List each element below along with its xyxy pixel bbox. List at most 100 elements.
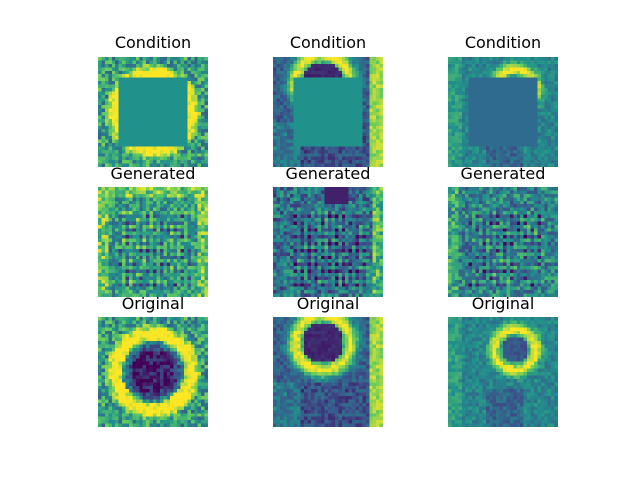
pixel — [286, 262, 291, 267]
pixel — [516, 74, 521, 78]
pixel — [159, 279, 164, 284]
pixel — [159, 156, 164, 161]
pixel — [465, 91, 469, 95]
pixel — [506, 70, 510, 75]
pixel — [197, 74, 202, 78]
pixel — [328, 156, 332, 161]
pixel — [115, 142, 119, 147]
pixel — [300, 217, 305, 222]
pixel — [527, 149, 531, 154]
pixel — [283, 163, 287, 167]
pixel — [303, 276, 308, 280]
pixel — [194, 217, 198, 222]
pixel — [149, 156, 154, 161]
pixel — [279, 248, 284, 253]
pixel — [379, 149, 383, 154]
pixel — [527, 63, 531, 68]
pixel — [173, 67, 178, 71]
pixel — [321, 221, 325, 225]
pixel — [475, 156, 480, 161]
pixel — [122, 262, 126, 267]
pixel — [128, 187, 133, 191]
pixel — [372, 94, 377, 99]
pixel — [273, 125, 277, 130]
pixel — [194, 279, 198, 284]
pixel — [451, 94, 455, 99]
pixel — [372, 98, 377, 102]
pixel — [149, 228, 154, 232]
pixel — [317, 63, 322, 68]
pixel — [369, 156, 373, 161]
pixel — [324, 245, 329, 249]
pixel — [372, 91, 377, 95]
pixel — [328, 245, 332, 249]
pixel — [159, 228, 164, 232]
pixel — [276, 129, 280, 133]
pixel — [101, 132, 105, 137]
pixel — [300, 207, 305, 212]
pixel — [128, 290, 133, 294]
pixel — [108, 290, 112, 294]
pixel — [115, 122, 119, 126]
pixel — [303, 197, 308, 201]
pixel — [276, 193, 280, 198]
pixel — [276, 214, 280, 219]
pixel — [376, 146, 380, 150]
pixel — [303, 221, 308, 225]
pixel — [197, 98, 202, 102]
pixel — [485, 156, 490, 161]
pixel — [104, 283, 109, 287]
pixel — [290, 238, 294, 243]
pixel — [279, 228, 284, 232]
pixel — [290, 235, 294, 239]
pixel — [334, 235, 339, 239]
pixel — [101, 125, 105, 130]
pixel — [465, 57, 469, 61]
pixel — [118, 149, 123, 154]
pixel — [376, 77, 380, 82]
pixel — [338, 214, 342, 219]
pixel — [537, 77, 541, 82]
pixel — [276, 156, 280, 161]
pixel — [475, 63, 480, 68]
pixel — [101, 67, 105, 71]
pixel — [149, 290, 154, 294]
pixel — [159, 252, 164, 256]
pixel — [197, 262, 202, 267]
pixel — [554, 84, 558, 89]
pixel — [194, 87, 198, 92]
pixel — [461, 125, 466, 130]
pixel — [204, 67, 208, 71]
pixel — [310, 187, 315, 191]
pixel — [204, 153, 208, 157]
pixel — [201, 252, 205, 256]
pixel — [159, 200, 164, 205]
pixel — [153, 262, 157, 267]
pixel — [101, 149, 105, 154]
pixel — [104, 70, 109, 75]
pixel — [166, 269, 171, 274]
pixel — [153, 290, 157, 294]
pixel — [197, 224, 202, 229]
pixel — [485, 63, 490, 68]
pixel — [204, 235, 208, 239]
pixel — [283, 87, 287, 92]
pixel — [537, 81, 541, 85]
pixel — [201, 276, 205, 280]
pixel — [187, 259, 191, 263]
pixel — [369, 266, 373, 270]
pixel — [276, 136, 280, 140]
pixel — [478, 160, 483, 164]
pixel — [149, 255, 154, 260]
pixel — [187, 139, 191, 144]
pixel — [122, 228, 126, 232]
pixel — [273, 115, 277, 119]
pixel — [132, 272, 136, 277]
pixel — [317, 245, 322, 249]
pixel — [104, 217, 109, 222]
pixel — [153, 197, 157, 201]
pixel — [111, 153, 116, 157]
pixel — [153, 67, 157, 71]
pixel — [153, 207, 157, 212]
pixel — [180, 204, 185, 208]
